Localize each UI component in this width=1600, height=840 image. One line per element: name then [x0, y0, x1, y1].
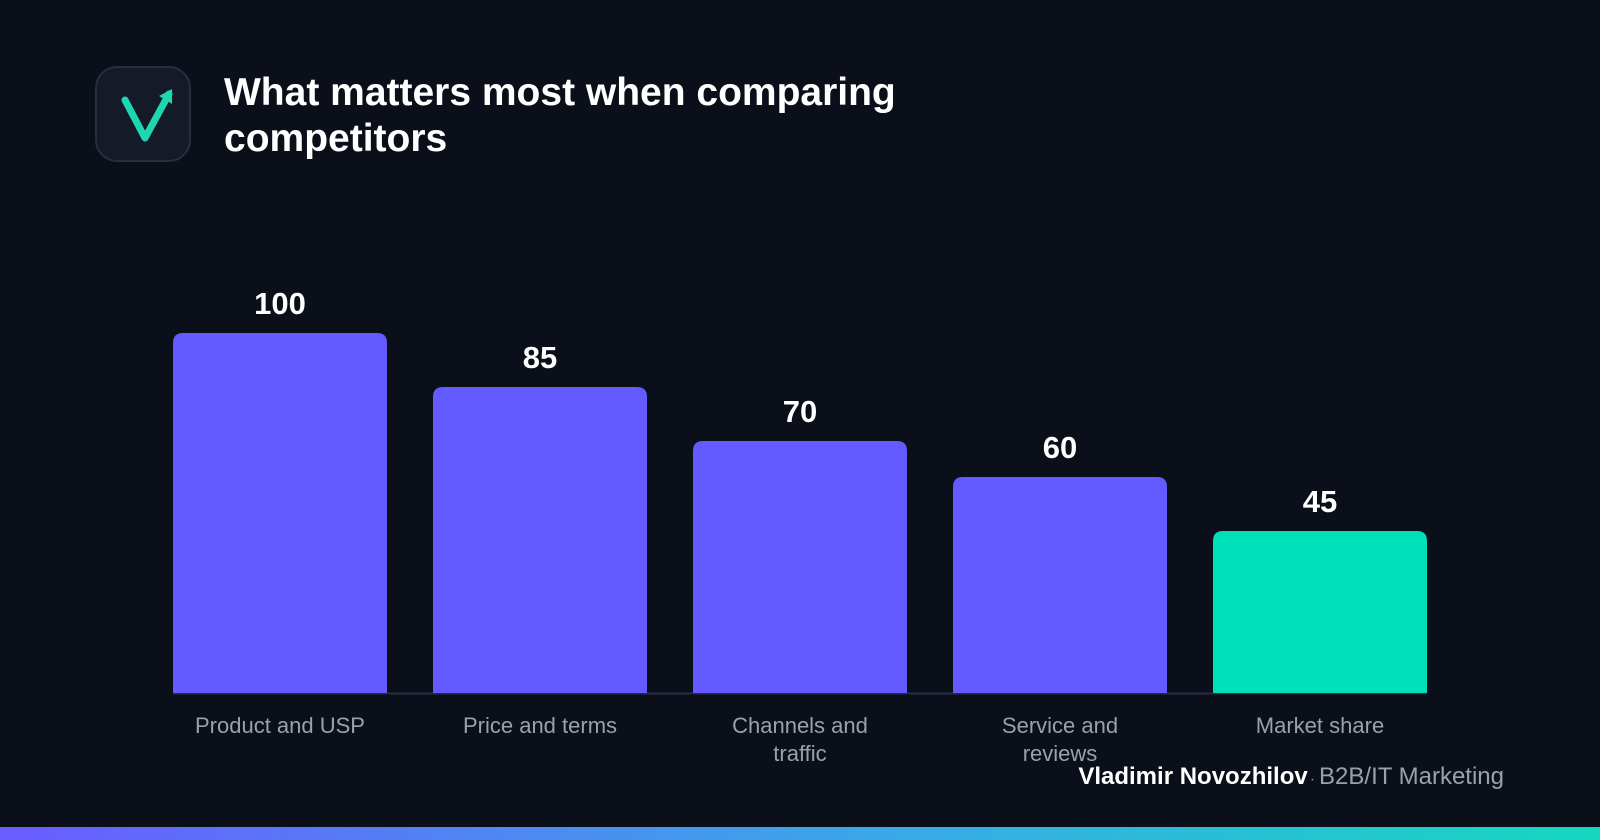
chart-title: What matters most when comparing competi…	[224, 71, 896, 160]
bar-value-label: 60	[1043, 430, 1077, 465]
byline: Vladimir Novozhilov · B2B/IT Marketing	[1078, 762, 1504, 795]
x-tick-label: Price and terms	[463, 713, 617, 738]
author-name: Vladimir Novozhilov	[1078, 763, 1308, 790]
byline-separator: ·	[1309, 771, 1316, 788]
bar-value-label: 45	[1303, 484, 1337, 519]
x-tick-label: Product and USP	[195, 713, 365, 738]
author-role: B2B/IT Marketing	[1319, 763, 1504, 790]
bar	[173, 333, 387, 693]
bar-value-label: 70	[783, 394, 817, 429]
x-tick-label: Market share	[1256, 713, 1384, 738]
checkmark-arrow-icon	[121, 89, 173, 142]
x-tick-label: Channels and traffic	[732, 713, 868, 766]
bar	[1213, 531, 1427, 693]
bar	[693, 441, 907, 693]
bar	[433, 387, 647, 693]
bar-chart: 100 Product and USP 85 Price and terms 70 Cha…	[173, 286, 1427, 766]
bottom-gradient-bar	[0, 827, 1600, 840]
bar	[953, 477, 1167, 693]
bar-value-label: 100	[254, 286, 306, 321]
bar-value-label: 85	[523, 340, 557, 375]
logo-badge	[95, 66, 191, 162]
x-tick-label: Service and reviews	[1002, 713, 1118, 766]
